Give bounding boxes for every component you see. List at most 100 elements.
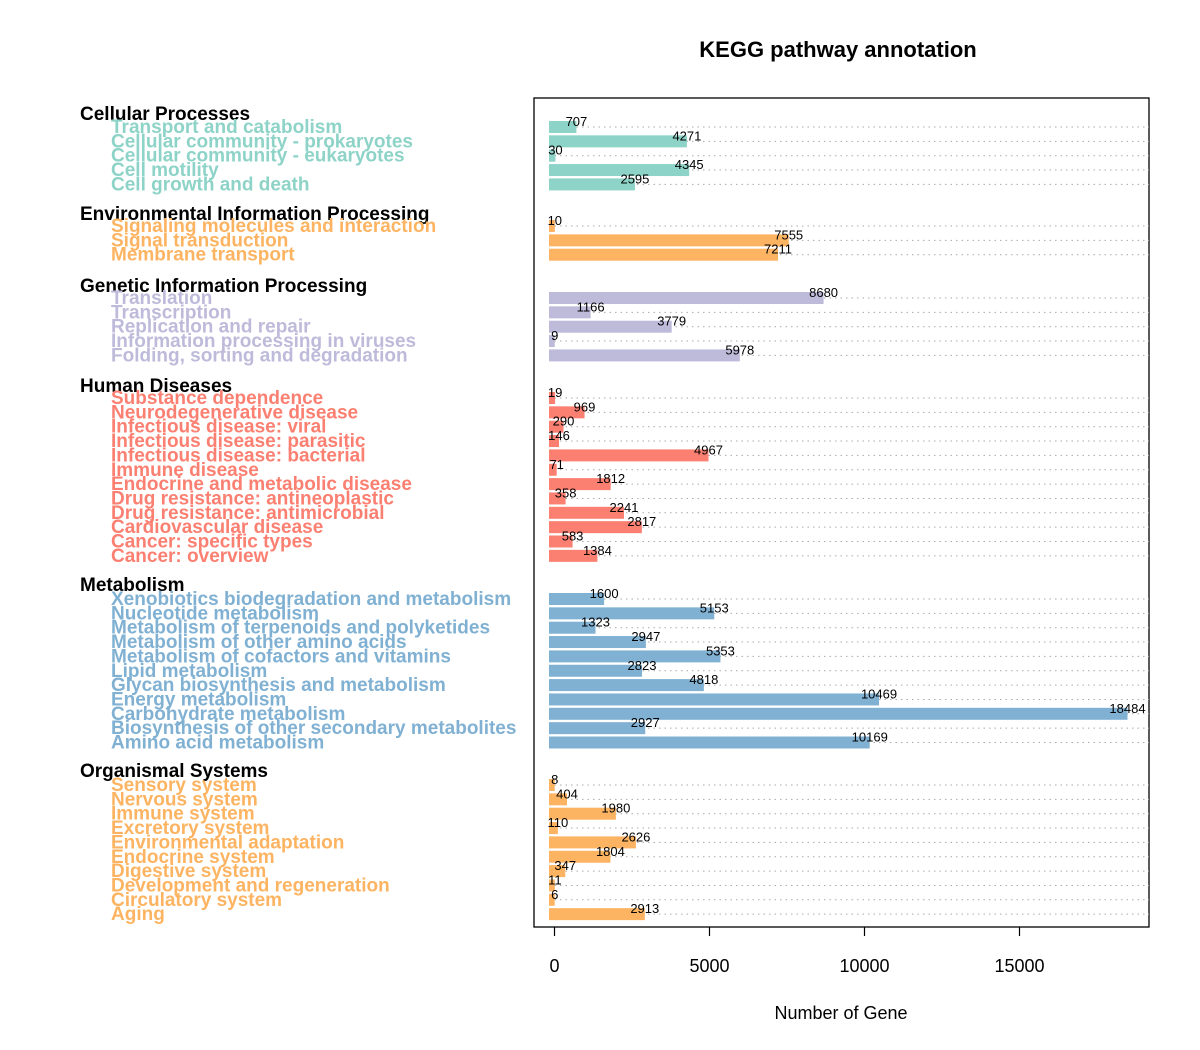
pathway-label: Digestive system	[111, 861, 266, 882]
bar-value-label: 30	[548, 143, 562, 158]
bar	[549, 535, 573, 548]
pathway-label: Drug resistance: antimicrobial	[111, 503, 384, 524]
x-tick-label: 10000	[839, 956, 889, 976]
bar	[549, 164, 690, 177]
bar	[549, 392, 556, 404]
pathway-label: Cancer: overview	[111, 546, 269, 567]
pathway-label: Glycan biosynthesis and metabolism	[111, 675, 446, 696]
bar	[549, 593, 605, 605]
group-header: Genetic Information Processing	[80, 276, 367, 297]
bar-value-label: 1166	[577, 299, 605, 314]
pathway-label: Aging	[111, 904, 165, 925]
pathway-label: Neurodegenerative disease	[111, 402, 358, 423]
bar	[549, 463, 557, 476]
bar-value-label: 1804	[596, 844, 625, 859]
pathway-label: Energy metabolism	[111, 689, 286, 710]
bar	[549, 306, 591, 319]
pathway-label: Amino acid metabolism	[111, 733, 324, 754]
x-axis: 0 5000 10000 15000	[549, 927, 1045, 976]
bar-value-label: 2595	[620, 171, 649, 186]
pathway-label: Cardiovascular disease	[111, 517, 323, 538]
bar	[549, 779, 555, 791]
bar	[549, 707, 1128, 720]
pathway-label: Environmental adaptation	[111, 832, 344, 853]
pathway-label: Biosynthesis of other secondary metaboli…	[111, 718, 516, 739]
bar	[549, 406, 585, 419]
bar-value-label: 71	[549, 457, 563, 472]
bar	[549, 248, 779, 261]
bar-value-label: 5153	[700, 600, 729, 615]
pathway-label: Translation	[111, 288, 212, 309]
pathway-label: Immune disease	[111, 460, 259, 481]
bar	[549, 435, 560, 448]
pathway-label: Xenobiotics biodegradation and metabolis…	[111, 589, 511, 610]
bar-value-label: 969	[574, 399, 596, 414]
pathway-label: Cell motility	[111, 160, 219, 181]
pathway-label: Metabolism of other amino acids	[111, 632, 407, 653]
bar	[549, 449, 709, 462]
bar	[549, 736, 870, 749]
bar-value-label: 1812	[596, 471, 625, 486]
pathway-label: Immune system	[111, 804, 255, 825]
pathway-label: Cellular community - eukaryotes	[111, 146, 405, 167]
bar	[549, 335, 555, 348]
pathway-label: Membrane transport	[111, 245, 295, 266]
bar-value-label: 4967	[694, 442, 723, 457]
pathway-label: Cellular community - prokaryotes	[111, 131, 413, 152]
bar-value-label: 2626	[621, 829, 650, 844]
bar-value-label: 1600	[590, 586, 619, 601]
bar	[549, 865, 566, 878]
pathway-label: Infectious disease: bacterial	[111, 445, 366, 466]
bar-value-label: 146	[548, 428, 570, 443]
bar	[549, 178, 635, 191]
bar	[549, 149, 556, 162]
bar-value-label: 4271	[672, 128, 701, 143]
bar-value-label: 347	[554, 858, 576, 873]
bar-value-label: 3779	[657, 314, 686, 329]
bar-value-label: 9	[551, 328, 558, 343]
bar-value-label: 7211	[764, 242, 792, 257]
bar-value-label: 8	[551, 772, 558, 787]
pathway-label: Metabolism of terpenoids and polyketides	[111, 618, 490, 639]
pathway-label: Metabolism of cofactors and vitamins	[111, 646, 451, 667]
bar	[549, 506, 624, 519]
group-header: Metabolism	[80, 575, 185, 596]
pathway-label: Information processing in viruses	[111, 331, 416, 352]
pathway-label: Endocrine system	[111, 847, 275, 868]
bar-value-label: 2947	[631, 629, 660, 644]
bar-value-label: 10	[548, 213, 562, 228]
pathway-label: Transport and catabolism	[111, 117, 342, 138]
bar	[549, 893, 555, 906]
bar	[549, 664, 643, 677]
bar-value-label: 11	[548, 872, 562, 887]
bar-value-label: 2823	[628, 658, 657, 673]
bar-value-label: 2913	[630, 901, 659, 916]
bar-value-label: 2241	[610, 500, 639, 515]
pathway-label: Circulatory system	[111, 890, 282, 911]
bar	[549, 836, 636, 849]
bar-value-label: 6	[551, 887, 558, 902]
bar	[549, 521, 642, 534]
bar-value-label: 4345	[675, 157, 704, 172]
pathway-label: Folding, sorting and degradation	[111, 345, 408, 366]
bar	[549, 879, 555, 892]
bar-value-label: 8680	[809, 285, 838, 300]
bar	[549, 420, 564, 433]
bar-value-label: 358	[555, 485, 577, 500]
pathway-label: Excretory system	[111, 818, 269, 839]
pathway-label: Cancer: specific types	[111, 532, 313, 553]
bar	[549, 292, 824, 304]
bar-value-label: 290	[553, 414, 575, 429]
pathway-label: Nucleotide metabolism	[111, 603, 319, 624]
pathway-label: Signal transduction	[111, 230, 288, 251]
bar	[549, 807, 616, 820]
bar-value-label: 2927	[631, 715, 660, 730]
pathway-label: Lipid metabolism	[111, 661, 267, 682]
bar-value-label: 1980	[601, 801, 630, 816]
pathway-label: Infectious disease: parasitic	[111, 431, 366, 452]
group-header: Environmental Information Processing	[80, 204, 429, 225]
bar-value-label: 2817	[627, 514, 656, 529]
pathway-label: Carbohydrate metabolism	[111, 704, 345, 725]
bar-value-label: 707	[566, 114, 588, 129]
